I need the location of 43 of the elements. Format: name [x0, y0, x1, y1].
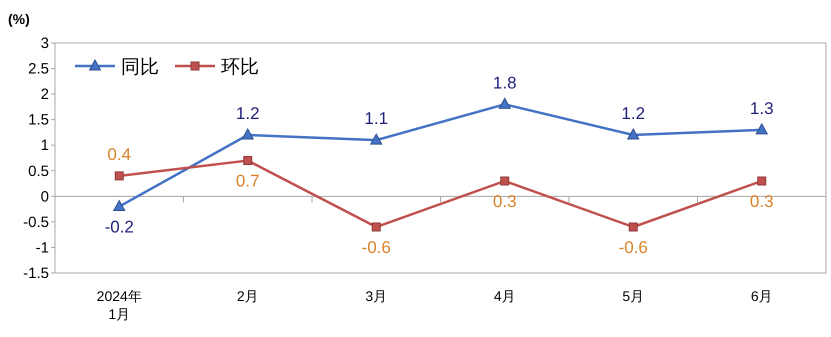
- y-tick-label: 2.5: [28, 60, 49, 78]
- data-label: 1.2: [236, 104, 260, 123]
- x-tick-label: 2月: [236, 288, 259, 304]
- data-label: 1.3: [750, 98, 774, 118]
- data-label: 1.2: [621, 104, 646, 123]
- data-label: 1.8: [492, 73, 517, 92]
- point: [114, 171, 124, 180]
- point: [370, 134, 382, 145]
- y-axis-title: (%): [8, 11, 30, 27]
- legend-label: 环比: [221, 57, 259, 78]
- data-label: 0.7: [236, 172, 260, 191]
- x-tick-label: 2024年 1月: [96, 288, 142, 322]
- y-tick-label: 0.5: [28, 162, 49, 180]
- point: [498, 98, 511, 109]
- legend-label: 同比: [121, 57, 159, 78]
- data-label: -0.6: [362, 238, 391, 257]
- point: [372, 222, 381, 232]
- x-tick-label: 6月: [750, 288, 773, 304]
- point: [628, 222, 638, 232]
- point: [756, 123, 768, 134]
- x-tick-label: 5月: [622, 288, 644, 304]
- y-tick-label: -0.5: [23, 214, 49, 231]
- x-tick-label: 4月: [494, 288, 516, 304]
- y-tick-label: 1: [40, 137, 49, 154]
- point: [500, 176, 510, 186]
- point: [242, 128, 254, 140]
- y-tick-label: -1: [36, 239, 49, 256]
- point: [113, 200, 126, 212]
- x-tick-label: 3月: [365, 288, 388, 304]
- point: [757, 176, 766, 186]
- y-tick-label: 0: [40, 188, 49, 206]
- data-label: 1.1: [364, 109, 388, 128]
- point: [627, 128, 640, 140]
- data-label: -0.6: [618, 238, 648, 257]
- y-tick-label: 1.5: [28, 112, 49, 129]
- data-label: 0.3: [492, 192, 517, 211]
- data-label: 0.4: [107, 144, 132, 164]
- y-tick-label: 3: [40, 35, 49, 52]
- data-label: 0.3: [750, 192, 774, 211]
- y-tick-label: -1.5: [23, 265, 49, 282]
- data-label: -0.2: [104, 218, 134, 237]
- y-tick-label: 2: [40, 86, 49, 104]
- point: [243, 156, 252, 166]
